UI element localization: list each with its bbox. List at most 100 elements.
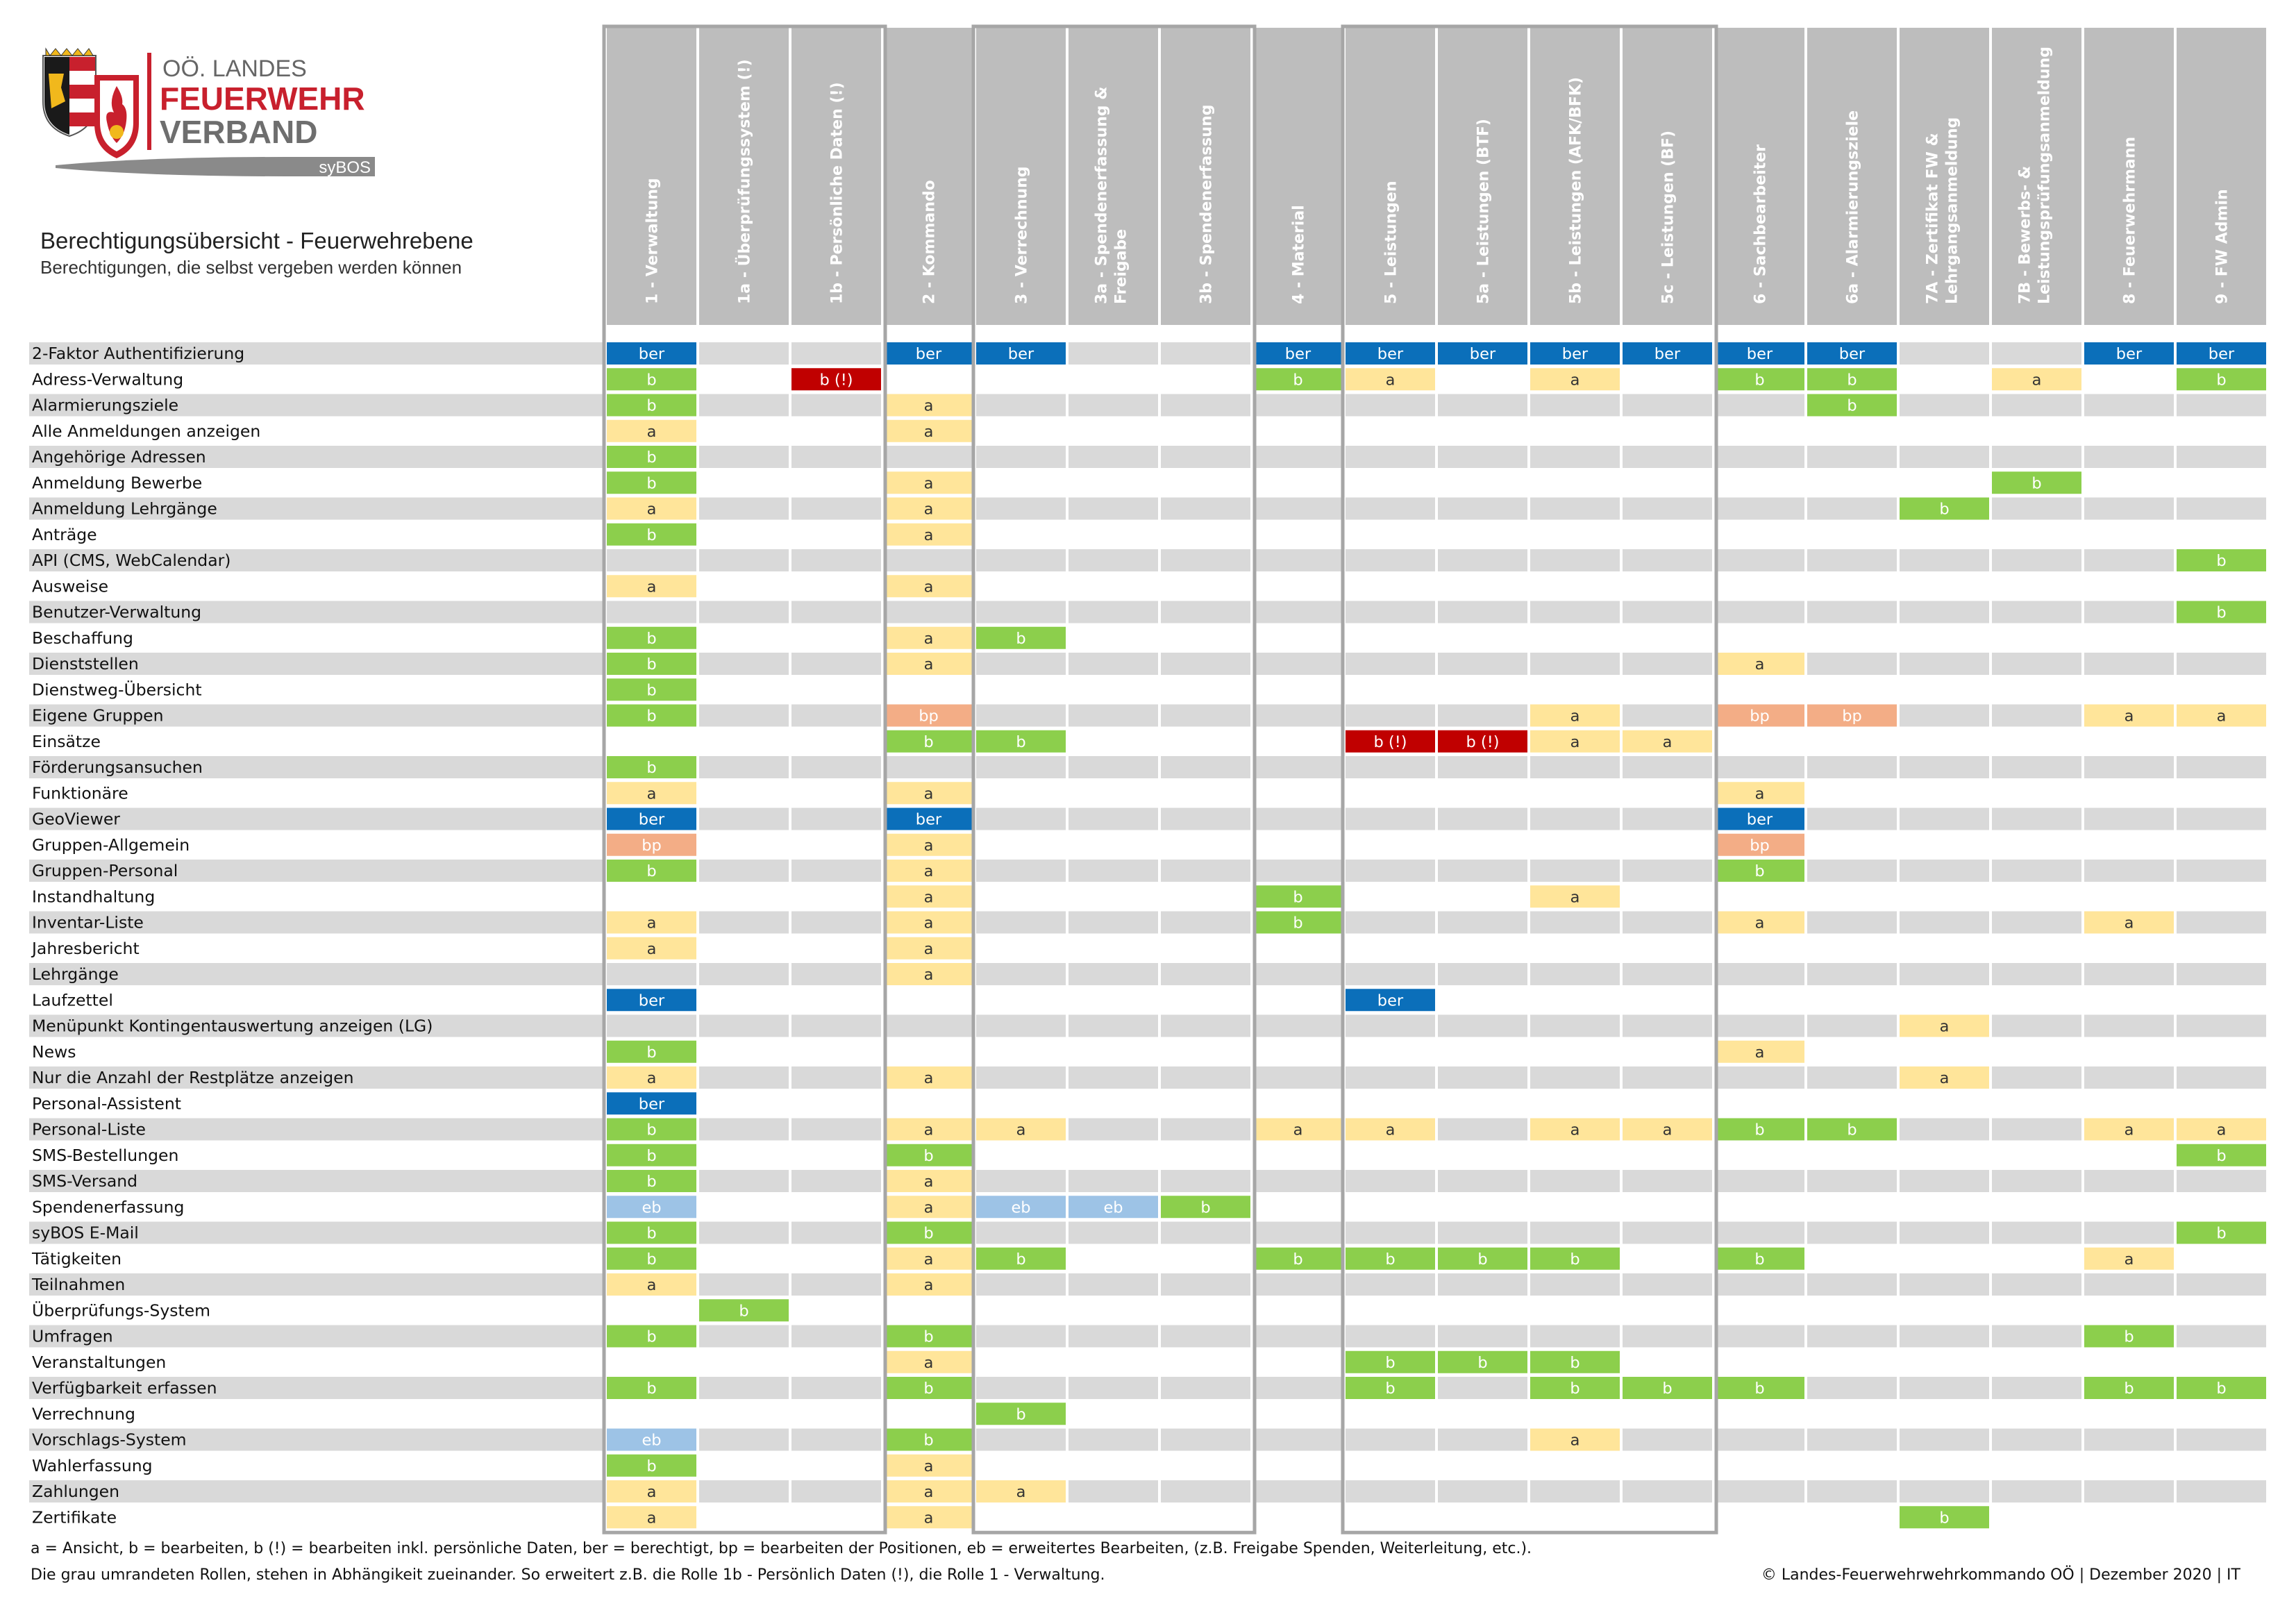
permission-cell [607, 1247, 696, 1270]
empty-cell [1069, 1273, 1158, 1296]
column-header-bg [2084, 28, 2174, 325]
row-label: GeoViewer [32, 810, 120, 829]
permission-value: b [1200, 1198, 1210, 1216]
empty-cell [1900, 601, 1989, 623]
empty-cell [1069, 653, 1158, 675]
empty-cell [976, 704, 1066, 727]
permission-cell [607, 471, 696, 494]
permission-cell [607, 446, 696, 468]
empty-cell [1900, 446, 1989, 468]
column-header-label: 3 - Verrechnung [1014, 166, 1031, 304]
empty-cell [1623, 1066, 1712, 1089]
empty-cell [1069, 394, 1158, 417]
permission-value: a [924, 1483, 934, 1501]
empty-cell [607, 601, 696, 623]
empty-cell [791, 1480, 881, 1502]
empty-cell [976, 756, 1066, 778]
column-header-label: 7A - Zertifikat FW & [1925, 133, 1942, 304]
empty-cell [791, 756, 881, 778]
permission-cell [1715, 911, 1804, 934]
column-header-label: 3b - Spendenerfassung [1198, 105, 1216, 304]
empty-cell [791, 601, 881, 623]
empty-cell [2084, 1273, 2174, 1296]
column-header-label: 5 - Leistungen [1383, 181, 1400, 304]
empty-cell [1346, 704, 1435, 727]
empty-cell [791, 860, 881, 882]
empty-cell [1900, 1480, 1989, 1502]
permission-value: a [924, 837, 934, 855]
empty-cell [1992, 394, 2081, 417]
column-header-bg [1069, 28, 1158, 325]
row-label: Dienststellen [32, 654, 139, 673]
permission-value: a [1570, 1121, 1580, 1139]
empty-cell [1438, 549, 1527, 571]
column-header-label: 1a - Überprüfungssystem (!) [736, 59, 754, 304]
row-label: Ausweise [32, 576, 108, 596]
permission-value: a [647, 914, 657, 932]
empty-cell [1161, 860, 1250, 882]
permission-value: a [1570, 371, 1580, 389]
empty-cell [976, 1325, 1066, 1348]
permission-cell [607, 1092, 696, 1115]
empty-cell [1715, 601, 1804, 623]
empty-cell [1715, 1170, 1804, 1192]
empty-cell [699, 911, 789, 934]
empty-cell [1161, 911, 1250, 934]
row-label-bg [29, 807, 603, 830]
permission-value: a [647, 501, 657, 519]
empty-cell [1623, 860, 1712, 882]
empty-cell [1253, 1221, 1343, 1244]
row-label-bg [29, 653, 603, 675]
empty-cell [1253, 446, 1343, 468]
empty-cell [1807, 860, 1897, 882]
permission-cell [1807, 704, 1897, 727]
empty-cell [699, 756, 789, 778]
role-group-frame [602, 24, 887, 1534]
permission-value: ber [639, 991, 665, 1010]
empty-cell [1992, 653, 2081, 675]
empty-cell [1623, 1325, 1712, 1348]
empty-cell [1253, 601, 1343, 623]
permission-value: b [1385, 1354, 1395, 1372]
permission-value: b [1477, 1250, 1487, 1269]
permission-cell [2084, 1118, 2174, 1141]
permission-value: a [647, 940, 657, 958]
empty-cell [976, 446, 1066, 468]
empty-cell [976, 601, 1066, 623]
empty-cell [1807, 911, 1897, 934]
permission-cell [607, 937, 696, 960]
empty-cell [1253, 756, 1343, 778]
row-label: Vorschlags-System [32, 1430, 187, 1450]
permission-value: b [646, 708, 656, 726]
empty-cell [1992, 1066, 2081, 1089]
empty-cell [1623, 1480, 1712, 1502]
permission-cell [607, 1118, 696, 1141]
permission-cell [2084, 342, 2174, 365]
permission-cell [1807, 1118, 1897, 1141]
empty-cell [1530, 1480, 1620, 1502]
permission-value: a [924, 785, 934, 803]
permission-cell [1715, 1040, 1804, 1063]
permission-value: b [646, 1457, 656, 1475]
empty-cell [1161, 1066, 1250, 1089]
empty-cell [1346, 1014, 1435, 1037]
empty-cell [791, 394, 881, 417]
empty-cell [1069, 1325, 1158, 1348]
permission-cell [976, 730, 1066, 753]
permission-cell [884, 807, 973, 830]
empty-cell [607, 963, 696, 985]
empty-cell [1161, 807, 1250, 830]
row-label: SMS-Bestellungen [32, 1146, 178, 1165]
empty-cell [1900, 1221, 1989, 1244]
empty-cell [1530, 1325, 1620, 1348]
permission-value: b [923, 733, 933, 751]
empty-cell [2084, 601, 2174, 623]
empty-cell [1530, 653, 1620, 675]
permission-cell [884, 730, 973, 753]
empty-cell [1715, 497, 1804, 520]
empty-cell [1530, 860, 1620, 882]
permission-value: a [1663, 733, 1673, 751]
empty-cell [1346, 963, 1435, 985]
permission-cell [699, 1299, 789, 1322]
empty-cell [1807, 1480, 1897, 1502]
